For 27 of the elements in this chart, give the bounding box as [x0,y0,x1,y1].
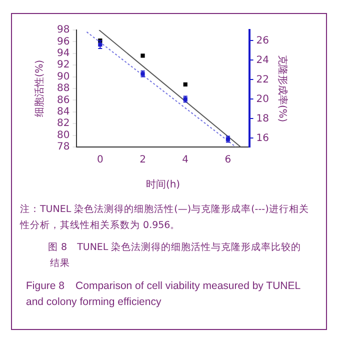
x-tick-label: 6 [224,154,232,166]
caption: 图 8 TUNEL 染色法测得的细胞活性与克隆形成率比较的结果 [47,241,302,271]
x-tick-label: 4 [182,154,189,166]
y-tick-label: 90 [56,71,70,82]
y-axis-title: 细胞活性(%) [34,60,46,118]
y2-axis-title: 克隆形成率(%) [276,54,288,122]
x-tick-label: 2 [140,154,146,166]
y-tick-label: 94 [56,48,70,59]
y-tick-label: 84 [56,106,70,118]
y-tick-label: 80 [56,130,70,141]
y2-tick-label: 26 [256,35,270,46]
x-tick-label: 0 [96,154,104,166]
y-tick-label: 98 [56,24,70,36]
x-axis-title: 时间(h) [146,178,180,191]
caption: Figure 8 Comparison of cell viability measured by TUNEL and colony forming efficiency [25,279,302,310]
y2-tick-label: 18 [256,113,270,124]
y-tick-label: 78 [56,142,70,153]
y2-tick-label: 24 [256,54,270,66]
y-tick-label: 86 [56,94,70,106]
text: 注：TUNEL 染色法测得的细胞活性(—)与克隆形成率(---)进行相关性分析，其线性相关系数为 0.956。 [20,203,310,233]
y2-tick-label: 20 [256,94,270,105]
y2-tick-label: 16 [256,132,270,144]
y-tick-label: 96 [56,36,70,48]
y-tick-label: 88 [56,83,70,94]
y2-tick-label: 22 [256,74,270,86]
y-tick-label: 82 [56,118,70,130]
y-tick-label: 92 [56,60,70,71]
